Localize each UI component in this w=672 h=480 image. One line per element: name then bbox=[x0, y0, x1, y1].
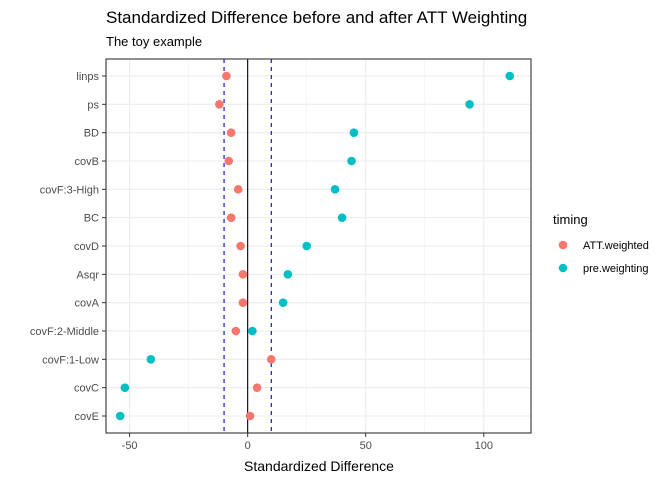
y-tick-label: BC bbox=[84, 213, 99, 225]
y-tick-label: covF:2-Middle bbox=[30, 326, 99, 338]
data-point-att-weighted bbox=[252, 383, 262, 392]
y-tick-label: linps bbox=[76, 71, 99, 83]
data-point-pre-weighting bbox=[146, 355, 156, 364]
x-axis-ticks: -50 0 50 100 bbox=[122, 433, 493, 452]
data-point-att-weighted bbox=[245, 411, 255, 421]
y-tick-label: covF:3-High bbox=[40, 184, 99, 196]
data-point-att-weighted bbox=[226, 128, 236, 137]
data-point-att-weighted bbox=[266, 355, 276, 364]
legend-key-att-weighted bbox=[558, 240, 568, 250]
data-point-pre-weighting bbox=[283, 270, 293, 279]
x-axis-title: Standardized Difference bbox=[244, 458, 394, 474]
y-tick-label: BD bbox=[84, 128, 99, 140]
x-tick-label: 0 bbox=[245, 440, 251, 452]
legend-label: ATT.weighted bbox=[583, 240, 649, 252]
data-point-pre-weighting bbox=[505, 71, 515, 81]
data-point-att-weighted bbox=[222, 71, 231, 81]
data-point-pre-weighting bbox=[349, 128, 359, 137]
data-point-pre-weighting bbox=[120, 383, 130, 392]
data-point-pre-weighting bbox=[347, 156, 356, 166]
data-point-pre-weighting bbox=[465, 100, 474, 109]
y-tick-label: covA bbox=[75, 298, 100, 310]
data-point-pre-weighting bbox=[302, 241, 311, 251]
x-tick-label: 50 bbox=[360, 440, 372, 452]
y-tick-label: covE bbox=[75, 411, 99, 423]
legend-title: timing bbox=[553, 212, 588, 227]
legend-label: pre.weighting bbox=[583, 263, 648, 275]
chart-subtitle: The toy example bbox=[106, 34, 202, 49]
y-tick-label: ps bbox=[87, 99, 99, 111]
x-tick-label: 100 bbox=[475, 440, 493, 452]
plot-panel bbox=[105, 58, 532, 434]
data-point-att-weighted bbox=[238, 270, 248, 279]
data-point-pre-weighting bbox=[248, 326, 257, 336]
y-tick-label: Asqr bbox=[76, 269, 99, 281]
legend-key-pre-weighting bbox=[558, 263, 568, 273]
data-point-att-weighted bbox=[231, 326, 241, 336]
data-point-att-weighted bbox=[224, 156, 234, 166]
data-point-att-weighted bbox=[215, 100, 224, 109]
data-point-pre-weighting bbox=[337, 213, 347, 222]
x-tick-label: -50 bbox=[122, 440, 138, 452]
chart-title: Standardized Difference before and after… bbox=[106, 8, 527, 27]
y-tick-label: covC bbox=[74, 383, 99, 395]
y-tick-label: covF:1-Low bbox=[42, 354, 99, 366]
data-point-att-weighted bbox=[226, 213, 236, 222]
y-tick-label: covD bbox=[74, 241, 99, 253]
data-point-pre-weighting bbox=[330, 185, 340, 194]
y-tick-label: covB bbox=[75, 156, 99, 168]
data-point-pre-weighting bbox=[278, 298, 288, 307]
data-point-att-weighted bbox=[233, 185, 243, 194]
data-point-att-weighted bbox=[238, 298, 248, 307]
y-axis-ticks: linps ps BD covB covF:3-High BC covD Asqr covA co… bbox=[30, 71, 106, 423]
data-point-pre-weighting bbox=[115, 411, 125, 421]
legend: timing ATT.weighted pre.weighting bbox=[553, 212, 649, 275]
data-point-att-weighted bbox=[236, 241, 245, 251]
